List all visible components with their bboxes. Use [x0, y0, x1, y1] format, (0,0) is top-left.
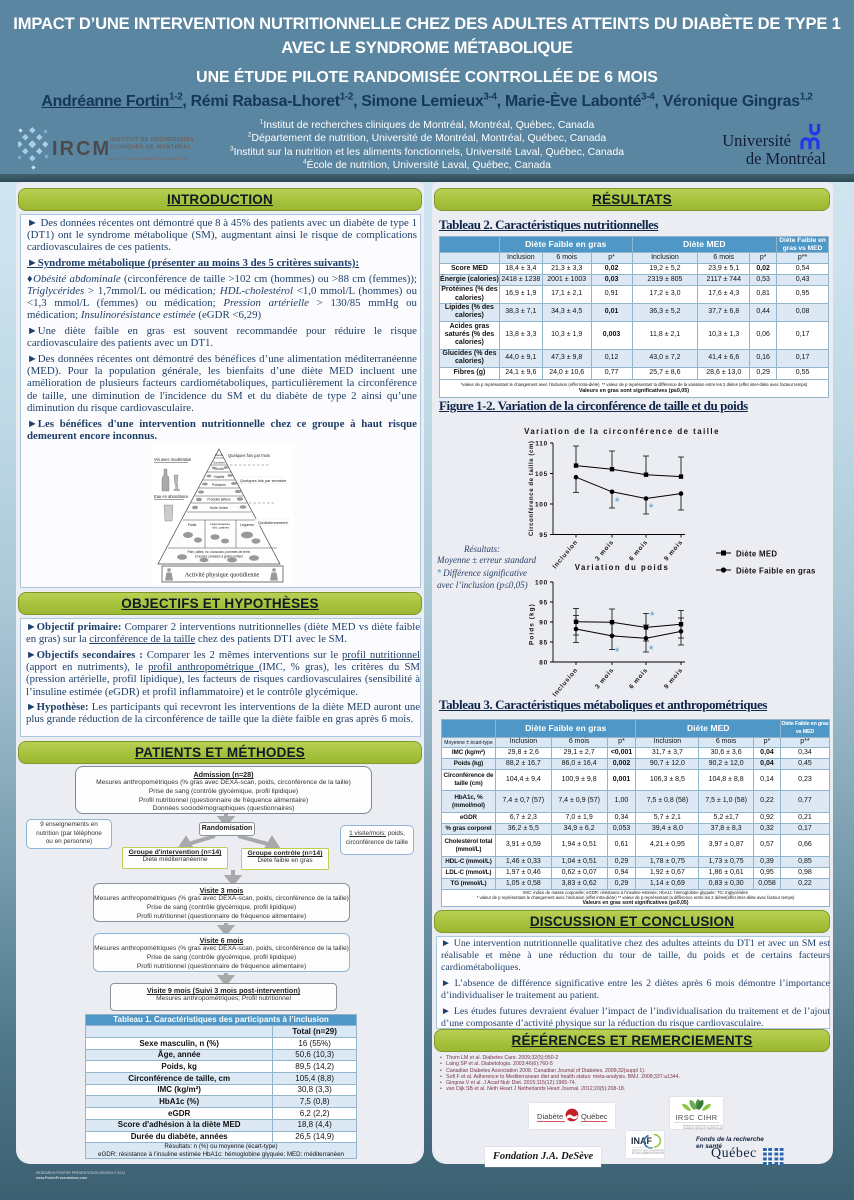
svg-text:*: * [649, 644, 654, 656]
svg-text:100: 100 [535, 580, 548, 587]
svg-text:INAF: INAF [631, 1136, 652, 1146]
svg-text:Pain, pâtes, riz, couscous, po: Pain, pâtes, riz, couscous, pommes de te… [187, 550, 250, 554]
svg-text:Légumineuses,: Légumineuses, [210, 522, 231, 526]
svg-text:IRCM: IRCM [52, 138, 111, 160]
svg-text:* Différence significative: * Différence significative [437, 568, 527, 579]
svg-text:Variation de la circonférence: Variation de la circonférence de taille [524, 427, 720, 436]
svg-text:Diabète: Diabète [537, 1112, 563, 1121]
svg-text:95: 95 [539, 532, 548, 539]
svg-text:Circonférence de taille (cm): Circonférence de taille (cm) [529, 441, 535, 537]
svg-text:*: * [615, 646, 620, 658]
svg-text:6 mois: 6 mois [628, 539, 649, 563]
svg-text:Canadian Institutes of Health: Canadian Institutes of Health Research [683, 1127, 723, 1129]
svg-text:Poids (kg): Poids (kg) [529, 603, 536, 645]
svg-text:9 mois: 9 mois [663, 667, 684, 691]
svg-text:Variation du poids: Variation du poids [575, 563, 670, 572]
svg-text:Inclusion: Inclusion [552, 667, 580, 698]
svg-text:INSTITUT SUR LA NUTRITION: INSTITUT SUR LA NUTRITION [632, 1150, 664, 1153]
svg-text:3 mois: 3 mois [594, 667, 615, 691]
svg-text:noix, graines: noix, graines [212, 526, 230, 530]
svg-text:Instituts de recherche en sant: Instituts de recherche en santé du Canad… [683, 1125, 723, 1128]
svg-text:Diète Faible en gras: Diète Faible en gras [736, 567, 816, 576]
svg-text:Québec: Québec [581, 1112, 608, 1121]
svg-text:et autres céréales à grains en: et autres céréales à grains entiers [195, 555, 243, 559]
svg-text:Huile d'olive: Huile d'olive [210, 506, 228, 510]
svg-text:*: * [615, 496, 620, 508]
svg-text:Vin avec modération: Vin avec modération [154, 457, 192, 462]
svg-text:100: 100 [535, 502, 548, 509]
svg-text:85: 85 [539, 640, 548, 647]
svg-text:Oeufs: Oeufs [214, 467, 223, 471]
svg-text:Moyenne ± erreur standard: Moyenne ± erreur standard [436, 555, 537, 565]
svg-text:Poissons: Poissons [212, 483, 226, 487]
svg-text:ET LES ALIMENTS FONCTIONNELS: ET LES ALIMENTS FONCTIONNELS [632, 1152, 664, 1155]
svg-text:Légumes: Légumes [240, 523, 254, 527]
svg-text:*: * [649, 502, 654, 514]
svg-text:Eau en abondance: Eau en abondance [154, 494, 189, 499]
svg-text:Diète MED: Diète MED [736, 550, 777, 559]
svg-text:Résultats:: Résultats: [463, 544, 500, 554]
svg-text:6 mois: 6 mois [628, 667, 649, 691]
svg-text:80: 80 [539, 660, 548, 667]
svg-text:90: 90 [539, 620, 548, 627]
svg-text:Activité physique quotidienne: Activité physique quotidienne [185, 572, 260, 579]
svg-text:Produits laitiers: Produits laitiers [207, 498, 230, 502]
svg-text:9 mois: 9 mois [663, 539, 684, 563]
svg-text:Volaille: Volaille [214, 475, 225, 479]
svg-text:AFFILIÉ À L'UNIVERSITÉ DE MONT: AFFILIÉ À L'UNIVERSITÉ DE MONTRÉAL [110, 156, 189, 161]
svg-text:CLINIQUES DE MONTRÉAL: CLINIQUES DE MONTRÉAL [110, 143, 192, 151]
svg-text:Sucreries: Sucreries [213, 461, 225, 465]
svg-text:INSTITUT DE RECHERCHES: INSTITUT DE RECHERCHES [110, 137, 194, 143]
svg-text:Viande: Viande [215, 453, 224, 457]
svg-text:110: 110 [535, 441, 548, 448]
svg-text:*: * [650, 610, 655, 622]
svg-text:105: 105 [535, 471, 548, 478]
svg-text:avec l’inclusion (p≤0,05): avec l’inclusion (p≤0,05) [437, 580, 528, 590]
svg-text:95: 95 [539, 600, 548, 607]
svg-text:Fruits: Fruits [188, 523, 197, 527]
svg-text:Quotidiennement: Quotidiennement [258, 520, 289, 525]
svg-text:IRSC CIHR: IRSC CIHR [675, 1113, 717, 1122]
svg-text:3 mois: 3 mois [594, 539, 615, 563]
svg-text:Quelques fois par semaine: Quelques fois par semaine [240, 478, 286, 483]
svg-text:Quelques fois par mois: Quelques fois par mois [228, 453, 270, 458]
